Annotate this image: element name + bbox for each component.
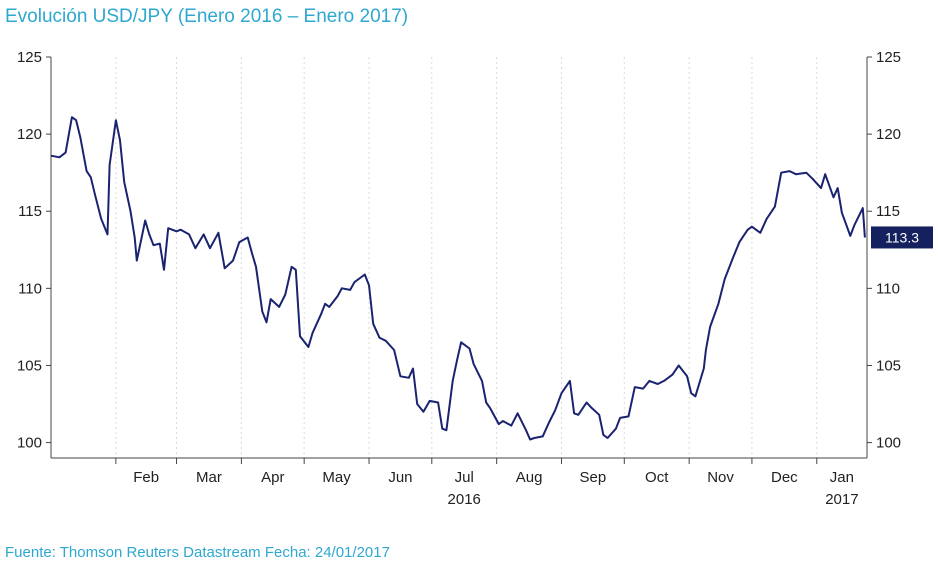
y-tick-label-right: 115 — [876, 203, 900, 220]
source-note: Fuente: Thomson Reuters Datastream Fecha… — [5, 544, 390, 561]
chart-title: Evolución USD/JPY (Enero 2016 – Enero 20… — [5, 6, 409, 27]
x-tick-label: Jun — [388, 469, 412, 486]
y-tick-label-right: 110 — [876, 280, 900, 297]
y-tick-label-left: 115 — [18, 203, 42, 220]
x-tick-label: Apr — [261, 469, 284, 486]
x-tick-label: Jul — [455, 469, 474, 486]
x-tick-label: Mar — [196, 469, 222, 486]
y-tick-label-left: 120 — [17, 126, 42, 143]
last-value-group: 113.3 — [871, 226, 933, 249]
last-value-label: 113.3 — [885, 229, 919, 245]
x-tick-label: Feb — [133, 469, 159, 486]
y-tick-label-right: 125 — [876, 49, 901, 66]
x-tick-label: Sep — [580, 469, 607, 486]
usd-jpy-series-line — [50, 116, 866, 441]
last-value-tag — [871, 226, 933, 249]
y-tick-label-left: 110 — [18, 280, 42, 297]
year-label: 2017 — [825, 491, 858, 508]
x-tick-label: Oct — [645, 469, 669, 486]
y-tick-label-left: 105 — [17, 357, 42, 374]
y-tick-label-left: 100 — [17, 435, 42, 452]
vertical-gridlines — [115, 57, 818, 458]
series-group — [50, 116, 866, 441]
tick-labels: 100 100 105 105 110 110 115 115 120 120 125 125 Feb M… — [17, 49, 901, 508]
x-tick-label: Nov — [707, 469, 734, 486]
y-tick-label-right: 120 — [876, 126, 901, 143]
x-tick-label: Dec — [771, 469, 798, 486]
x-tick-label: Jan — [830, 469, 854, 486]
year-label: 2016 — [448, 491, 481, 508]
x-tick-label: May — [322, 469, 351, 486]
y-tick-label-left: 125 — [17, 49, 42, 66]
x-tick-label: Aug — [516, 469, 543, 486]
usd-jpy-line-chart: 100 100 105 105 110 110 115 115 120 120 125 125 Feb M… — [17, 49, 933, 508]
y-tick-label-right: 100 — [876, 435, 901, 452]
y-tick-label-right: 105 — [876, 357, 901, 374]
chart-axes — [46, 56, 872, 464]
